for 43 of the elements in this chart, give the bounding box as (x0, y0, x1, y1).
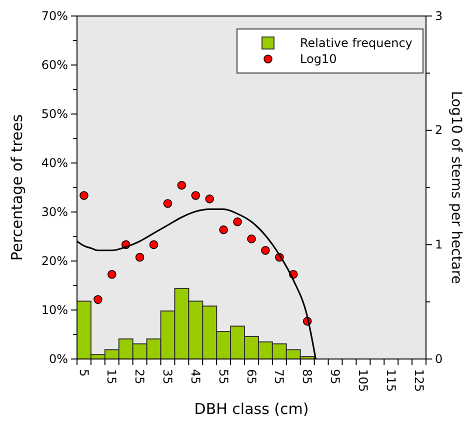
point (177, 180, 186, 190)
x-tick-label: 115 (384, 369, 398, 392)
point (219, 225, 228, 234)
y-tick-label: 30% (41, 204, 68, 219)
point (247, 234, 256, 244)
y2-axis-title: Log10 of stems per hectare (448, 90, 464, 284)
x-tick-label: 15 (104, 369, 119, 384)
y-tick-label: 10% (41, 302, 68, 317)
x-tick-label: 85 (300, 369, 314, 384)
legend-label: Relative frequency (300, 36, 412, 50)
y2-tick-label: 2 (435, 123, 443, 138)
x-tick-label: 95 (328, 369, 342, 384)
y-tick-label: 0% (48, 352, 68, 366)
y-tick-label: 40% (41, 156, 68, 170)
x-tick-label: 105 (356, 369, 370, 392)
x-tick-label: 25 (132, 369, 147, 384)
y-tick-label: 20% (41, 254, 68, 268)
x-tick-label: 55 (216, 369, 230, 384)
y-axis-title: Percentage of trees (8, 114, 26, 261)
point (233, 217, 242, 226)
point (191, 191, 200, 200)
x-tick-label: 45 (188, 369, 202, 384)
point (205, 194, 214, 204)
legend-label: Log10 (300, 52, 337, 66)
y-tick-label: 70% (41, 8, 68, 23)
x-tick-label: 35 (160, 369, 175, 384)
point (261, 246, 270, 255)
point (94, 295, 102, 304)
y2-tick-label: 0 (435, 352, 443, 366)
y2-tick-label: 1 (435, 238, 443, 252)
x-tick-label: 75 (272, 369, 286, 384)
point (80, 191, 88, 200)
point (163, 199, 172, 208)
point (135, 252, 144, 262)
x-tick-label: 65 (244, 369, 258, 384)
y2-tick-label: 3 (435, 8, 443, 23)
point (108, 270, 116, 279)
y-tick-label: 50% (41, 106, 68, 121)
x-tick-label: 5 (76, 369, 91, 377)
x-tick-label: 125 (412, 369, 426, 392)
point (149, 240, 158, 250)
x-axis-title: DBH class (cm) (194, 400, 309, 418)
y-tick-label: 60% (41, 58, 68, 72)
